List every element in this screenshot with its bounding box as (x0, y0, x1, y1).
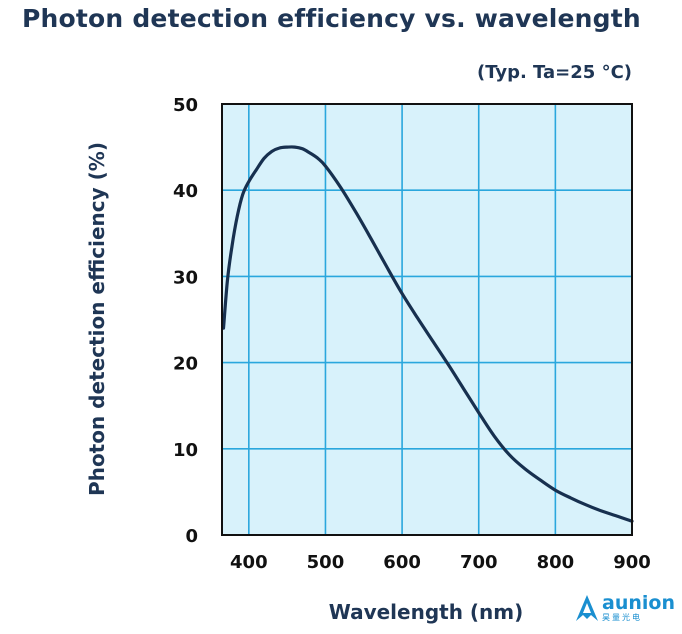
brand-name: aunion (602, 592, 675, 614)
measurement-condition: (Typ. Ta=25 °C) (476, 62, 632, 83)
plot-background (222, 104, 632, 535)
y-axis-label: Photon detection efficiency (%) (85, 142, 109, 496)
x-tick-label: 500 (307, 552, 345, 573)
x-tick-label: 400 (230, 552, 268, 573)
x-axis-label: Wavelength (nm) (329, 600, 524, 624)
brand-subtitle: 昊量光电 (602, 613, 642, 622)
y-tick-label: 20 (173, 354, 198, 375)
x-tick-labels: 400 500 600 700 800 900 (230, 552, 651, 573)
y-tick-label: 40 (173, 181, 198, 202)
brand-logo: aunion 昊量光电 (574, 593, 675, 625)
y-tick-labels: 0 10 20 30 40 50 (173, 95, 198, 547)
x-tick-label: 800 (537, 552, 575, 573)
x-tick-label: 700 (460, 552, 498, 573)
plot-border (221, 103, 633, 536)
aunion-logo-icon (576, 595, 598, 621)
y-tick-label: 30 (173, 267, 198, 288)
x-tick-label: 600 (383, 552, 421, 573)
chart-title: Photon detection efficiency vs. waveleng… (22, 4, 641, 33)
y-tick-label: 50 (173, 95, 198, 116)
y-tick-label: 10 (173, 440, 198, 461)
y-tick-label: 0 (185, 526, 198, 547)
x-tick-label: 900 (613, 552, 651, 573)
pde-curve (221, 145, 634, 523)
